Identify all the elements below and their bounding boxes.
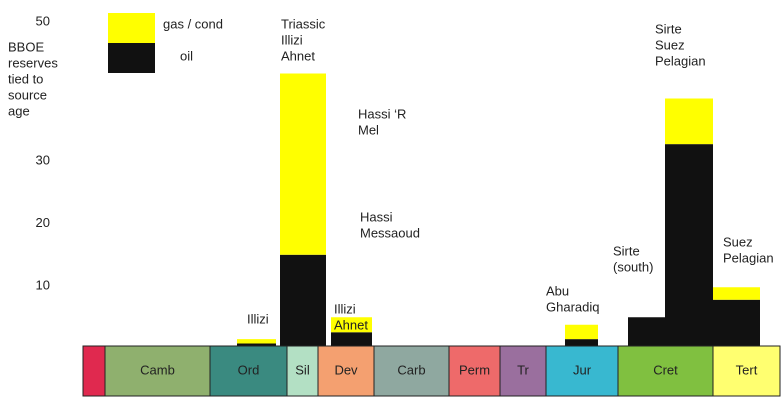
- period-label: Carb: [397, 362, 425, 377]
- period-box: [712, 345, 781, 397]
- period-label: Sil: [295, 362, 310, 377]
- bar-label: Suez: [655, 37, 685, 52]
- bar-label: Abu: [546, 283, 569, 298]
- annotation: Messaoud: [360, 225, 420, 240]
- y-axis-label: tied to: [8, 71, 43, 86]
- bar-segment: [565, 324, 598, 340]
- annotation: Hassi ‘R: [358, 106, 406, 121]
- bar-label: Illizi: [334, 301, 356, 316]
- bar-segment: [237, 339, 276, 344]
- y-axis-label: source: [8, 87, 47, 102]
- bar-label: Triassic: [281, 16, 326, 31]
- bar-segment: [665, 98, 713, 145]
- period-box: [448, 345, 501, 397]
- legend-swatch: [108, 43, 155, 73]
- bar-label: Ahnet: [281, 48, 315, 63]
- bar-segment: [280, 73, 326, 255]
- bar-segment: [331, 332, 372, 349]
- annotation: Mel: [358, 122, 379, 137]
- period-label: Jur: [573, 362, 592, 377]
- period-label: Ord: [238, 362, 260, 377]
- bar-label: Illizi: [281, 32, 303, 47]
- bar-segment: [565, 339, 598, 349]
- period-box: [82, 345, 106, 397]
- period-box: [317, 345, 375, 397]
- period-label: Tr: [517, 362, 529, 377]
- y-tick-label: 30: [36, 152, 50, 167]
- y-axis-label: BBOE: [8, 39, 44, 54]
- bar-label: Sirte: [613, 243, 640, 258]
- bar-label: (south): [613, 259, 653, 274]
- y-tick-label: 20: [36, 215, 50, 230]
- period-box: [209, 345, 288, 397]
- bar-label: Suez: [723, 234, 753, 249]
- period-box: [286, 345, 319, 397]
- bar-label: Illizi: [247, 311, 269, 326]
- period-label: Camb: [140, 362, 175, 377]
- legend-swatch: [108, 13, 155, 43]
- bar-label: Pelagian: [723, 250, 774, 265]
- period-label: Cret: [653, 362, 678, 377]
- legend-label: gas / cond: [163, 16, 223, 31]
- bar-label: Gharadiq: [546, 299, 599, 314]
- y-axis-label: age: [8, 103, 30, 118]
- bar-segment: [331, 317, 372, 333]
- bar-label: Ahnet: [334, 317, 368, 332]
- bar-label: Pelagian: [655, 53, 706, 68]
- period-label: Tert: [736, 362, 758, 377]
- bar-segment: [713, 299, 760, 349]
- period-label: Dev: [334, 362, 358, 377]
- bar-label: Sirte: [655, 21, 682, 36]
- bar-segment: [628, 317, 665, 349]
- period-label: Perm: [459, 362, 490, 377]
- period-box: [617, 345, 714, 397]
- y-tick-label: 10: [36, 277, 50, 292]
- period-box: [104, 345, 211, 397]
- bar-segment: [713, 287, 760, 300]
- y-axis-label: reserves: [8, 55, 58, 70]
- bar-segment: [280, 254, 326, 349]
- bar-segment: [665, 144, 713, 349]
- annotation: Hassi: [360, 209, 393, 224]
- legend-label: oil: [180, 48, 193, 63]
- period-box: [373, 345, 450, 397]
- y-tick-label: 50: [36, 13, 50, 28]
